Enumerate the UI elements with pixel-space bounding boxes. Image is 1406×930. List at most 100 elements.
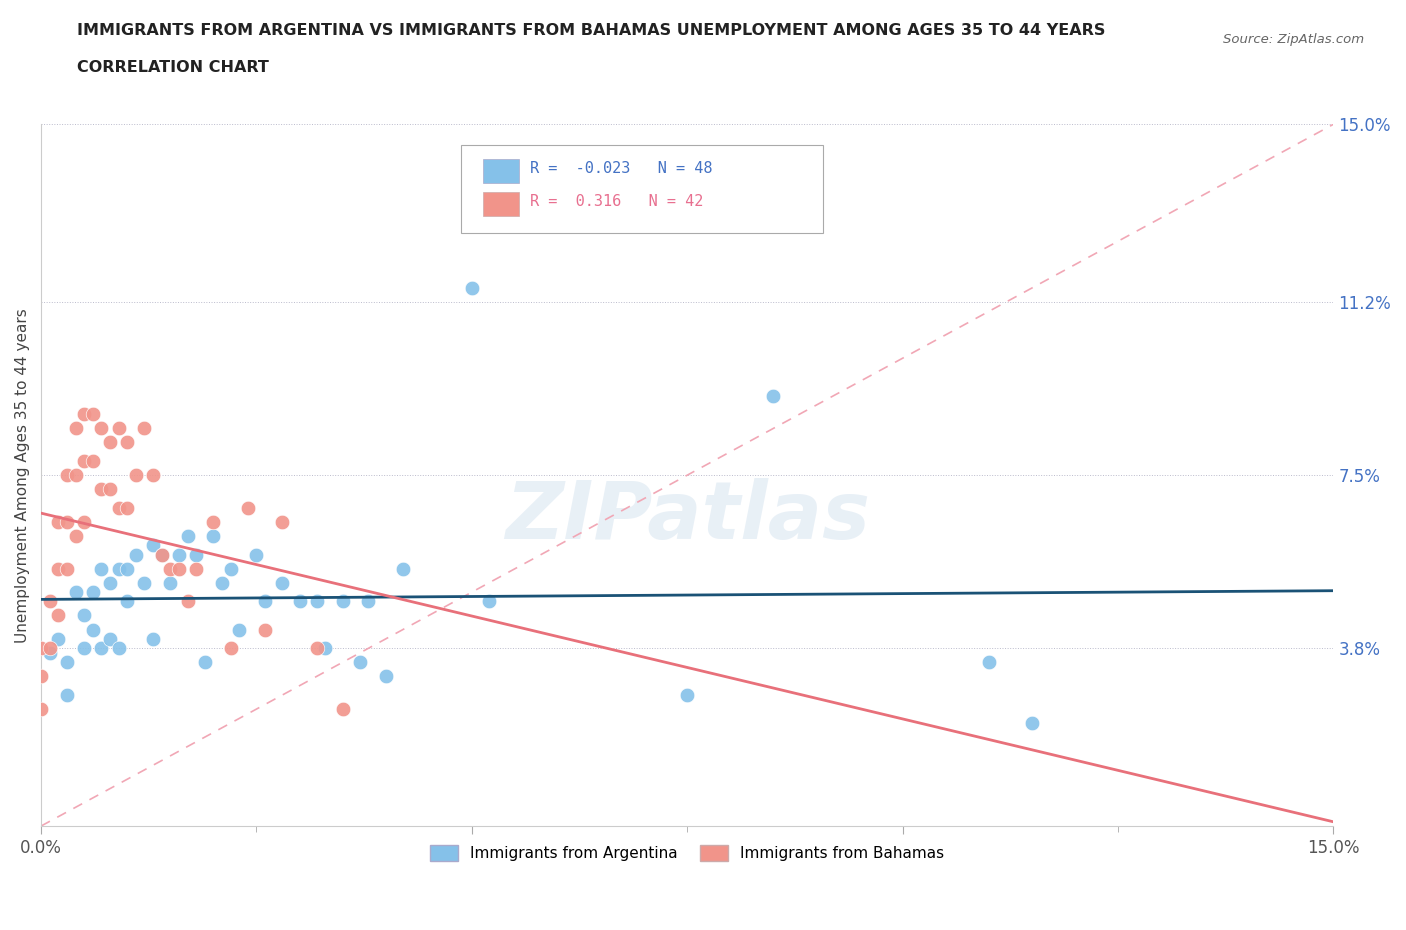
Point: [65, 528, 87, 543]
Point: [228, 622, 250, 637]
Point: [30, 669, 52, 684]
Point: [30, 641, 52, 656]
Point: [392, 562, 415, 577]
Text: ZIPatlas: ZIPatlas: [505, 478, 870, 556]
Point: [46, 608, 69, 623]
Point: [167, 547, 190, 562]
Point: [186, 562, 208, 577]
Point: [349, 655, 371, 670]
Point: [305, 594, 328, 609]
Point: [271, 514, 294, 529]
Point: [1021, 716, 1043, 731]
Text: CORRELATION CHART: CORRELATION CHART: [77, 60, 269, 75]
Point: [142, 631, 165, 646]
Point: [73, 407, 96, 422]
Point: [202, 514, 225, 529]
Point: [117, 594, 139, 609]
Point: [314, 641, 336, 656]
Point: [167, 562, 190, 577]
Bar: [484, 192, 519, 216]
Point: [186, 547, 208, 562]
Bar: [484, 159, 519, 182]
Point: [176, 594, 198, 609]
Point: [125, 468, 148, 483]
Point: [211, 576, 233, 591]
Point: [38, 641, 60, 656]
Point: [107, 562, 129, 577]
Point: [271, 576, 294, 591]
Point: [65, 421, 87, 436]
Point: [38, 645, 60, 660]
Point: [134, 421, 156, 436]
Point: [142, 538, 165, 552]
Text: Source: ZipAtlas.com: Source: ZipAtlas.com: [1223, 33, 1364, 46]
Point: [332, 594, 354, 609]
Point: [107, 641, 129, 656]
Point: [150, 547, 173, 562]
Text: R =  -0.023   N = 48: R = -0.023 N = 48: [530, 161, 711, 176]
Point: [762, 388, 785, 403]
Point: [254, 594, 277, 609]
Point: [30, 701, 52, 716]
Point: [46, 631, 69, 646]
Point: [107, 421, 129, 436]
Point: [288, 594, 311, 609]
Point: [357, 594, 380, 609]
Point: [56, 655, 79, 670]
Point: [332, 701, 354, 716]
Point: [159, 562, 181, 577]
Point: [98, 482, 121, 497]
Point: [56, 468, 79, 483]
Point: [219, 641, 242, 656]
Point: [56, 562, 79, 577]
Point: [676, 687, 699, 702]
Point: [46, 562, 69, 577]
Point: [73, 514, 96, 529]
Point: [73, 608, 96, 623]
Point: [176, 528, 198, 543]
Point: [82, 407, 104, 422]
Legend: Immigrants from Argentina, Immigrants from Bahamas: Immigrants from Argentina, Immigrants fr…: [425, 839, 950, 868]
Point: [73, 641, 96, 656]
Point: [194, 655, 217, 670]
Text: IMMIGRANTS FROM ARGENTINA VS IMMIGRANTS FROM BAHAMAS UNEMPLOYMENT AMONG AGES 35 : IMMIGRANTS FROM ARGENTINA VS IMMIGRANTS …: [77, 23, 1105, 38]
Point: [159, 576, 181, 591]
Point: [117, 562, 139, 577]
Point: [98, 576, 121, 591]
Point: [478, 594, 501, 609]
Point: [90, 562, 112, 577]
Point: [150, 547, 173, 562]
Point: [90, 482, 112, 497]
Point: [374, 669, 396, 684]
FancyBboxPatch shape: [461, 145, 823, 233]
Point: [46, 514, 69, 529]
Point: [98, 435, 121, 450]
Point: [117, 435, 139, 450]
Point: [236, 500, 259, 515]
Y-axis label: Unemployment Among Ages 35 to 44 years: Unemployment Among Ages 35 to 44 years: [15, 308, 30, 643]
Point: [98, 631, 121, 646]
Point: [65, 468, 87, 483]
Point: [73, 454, 96, 469]
Point: [219, 562, 242, 577]
Point: [202, 528, 225, 543]
Point: [254, 622, 277, 637]
Point: [82, 622, 104, 637]
Point: [305, 641, 328, 656]
Point: [56, 687, 79, 702]
Point: [38, 594, 60, 609]
Point: [977, 655, 1000, 670]
Point: [56, 514, 79, 529]
Point: [461, 281, 484, 296]
Point: [82, 454, 104, 469]
Point: [82, 585, 104, 600]
Point: [117, 500, 139, 515]
Text: R =  0.316   N = 42: R = 0.316 N = 42: [530, 194, 703, 209]
Point: [134, 576, 156, 591]
Point: [142, 468, 165, 483]
Point: [107, 500, 129, 515]
Point: [90, 421, 112, 436]
Point: [90, 641, 112, 656]
Point: [125, 547, 148, 562]
Point: [245, 547, 267, 562]
